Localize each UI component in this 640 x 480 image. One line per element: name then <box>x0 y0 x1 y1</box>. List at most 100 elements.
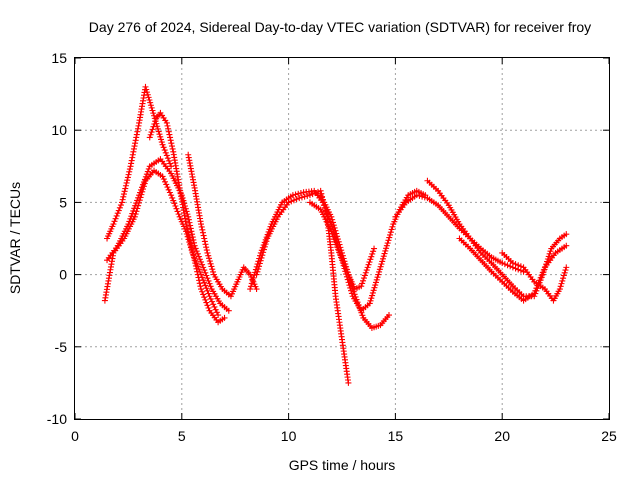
data-point <box>145 94 152 101</box>
data-point <box>253 271 260 278</box>
data-point <box>191 255 198 262</box>
data-point <box>141 180 148 187</box>
data-point <box>132 140 139 147</box>
data-point <box>329 219 336 226</box>
data-point <box>199 274 206 281</box>
data-point <box>207 295 214 302</box>
data-point <box>172 203 179 210</box>
data-point <box>187 222 194 229</box>
data-point <box>209 266 216 273</box>
data-point <box>331 224 338 231</box>
data-point <box>110 221 117 228</box>
series-track-5 <box>185 151 260 300</box>
data-point <box>376 266 383 273</box>
data-point <box>183 208 190 215</box>
data-point <box>333 230 340 237</box>
y-tick-label: 5 <box>59 194 67 210</box>
x-tick-label: 15 <box>388 428 404 444</box>
data-point <box>182 203 189 210</box>
data-point <box>204 249 211 256</box>
series-track-4 <box>101 167 222 319</box>
data-point <box>117 202 124 209</box>
data-point <box>205 277 212 284</box>
series-track-1 <box>104 83 175 242</box>
data-point <box>151 121 158 128</box>
data-point <box>372 279 379 286</box>
data-point <box>144 168 151 175</box>
data-point <box>545 253 552 260</box>
data-point <box>198 258 205 265</box>
data-point <box>292 191 299 198</box>
data-point <box>531 290 538 297</box>
data-point <box>247 286 254 293</box>
data-point <box>184 211 191 218</box>
data-point <box>340 255 347 262</box>
data-point <box>421 194 428 201</box>
series-line <box>426 180 567 297</box>
data-point <box>369 292 376 299</box>
data-point <box>180 197 187 204</box>
y-tick-label: 10 <box>51 122 67 138</box>
data-point <box>501 261 508 268</box>
data-point <box>162 178 169 185</box>
data-point <box>122 182 129 189</box>
series-track-9 <box>317 192 392 332</box>
data-point <box>194 263 201 270</box>
data-point <box>204 287 211 294</box>
data-point <box>328 228 335 235</box>
data-point <box>159 141 166 148</box>
data-point <box>350 288 357 295</box>
data-point <box>181 200 188 207</box>
data-point <box>515 262 522 269</box>
data-point <box>257 257 264 264</box>
data-point <box>203 272 210 279</box>
data-point <box>165 128 172 135</box>
data-point <box>335 238 342 245</box>
data-point <box>190 239 197 246</box>
data-point <box>381 250 388 257</box>
data-point <box>156 131 163 138</box>
data-point <box>111 218 118 225</box>
data-point <box>383 242 390 249</box>
data-point <box>123 179 130 186</box>
data-point <box>375 271 382 278</box>
data-point <box>158 139 165 146</box>
data-point <box>128 213 135 220</box>
data-point <box>129 151 136 158</box>
data-point <box>168 192 175 199</box>
data-point <box>132 211 139 218</box>
data-point <box>260 246 267 253</box>
data-point <box>560 275 567 282</box>
data-point <box>211 303 218 310</box>
data-point <box>330 222 337 229</box>
data-point <box>195 253 202 260</box>
data-point <box>202 269 209 276</box>
data-point <box>206 280 213 287</box>
data-point <box>328 213 335 220</box>
data-point <box>168 143 175 150</box>
data-point <box>184 233 191 240</box>
data-point <box>194 250 201 257</box>
data-point <box>174 208 181 215</box>
data-point <box>167 134 174 141</box>
data-point <box>201 267 208 274</box>
data-point <box>189 249 196 256</box>
data-point <box>125 171 132 178</box>
data-point <box>261 243 268 250</box>
data-point <box>165 186 172 193</box>
data-point <box>338 247 345 254</box>
data-point <box>200 291 207 298</box>
data-point <box>547 248 554 255</box>
data-point <box>370 248 377 255</box>
data-point <box>142 83 149 90</box>
data-point <box>183 230 190 237</box>
data-point <box>198 223 205 230</box>
data-point <box>149 107 156 114</box>
data-point <box>188 228 195 235</box>
data-point <box>388 226 395 233</box>
data-point <box>164 184 171 191</box>
data-point <box>539 269 546 276</box>
data-point <box>560 272 567 279</box>
data-point <box>361 272 368 279</box>
data-point <box>250 274 257 281</box>
